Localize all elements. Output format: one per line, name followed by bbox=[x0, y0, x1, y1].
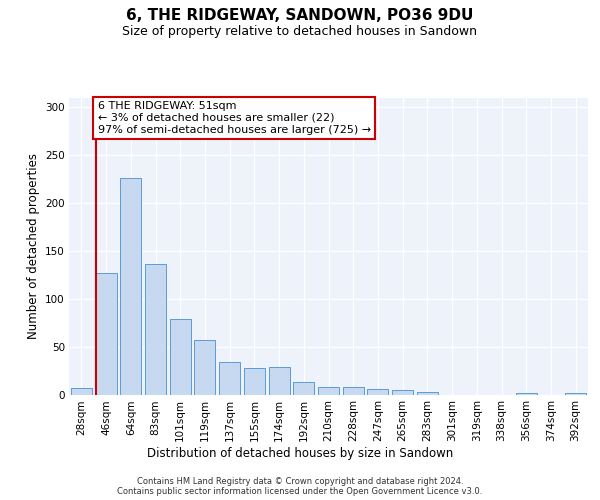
Bar bbox=[318, 388, 339, 395]
Bar bbox=[565, 393, 586, 395]
Bar bbox=[417, 392, 438, 395]
Text: 6 THE RIDGEWAY: 51sqm
← 3% of detached houses are smaller (22)
97% of semi-detac: 6 THE RIDGEWAY: 51sqm ← 3% of detached h… bbox=[98, 102, 371, 134]
Bar bbox=[343, 388, 364, 395]
Text: Contains HM Land Registry data © Crown copyright and database right 2024.
Contai: Contains HM Land Registry data © Crown c… bbox=[118, 476, 482, 496]
Bar bbox=[120, 178, 141, 395]
Bar bbox=[170, 319, 191, 395]
Bar bbox=[219, 362, 240, 395]
Bar bbox=[269, 367, 290, 395]
Bar bbox=[95, 273, 116, 395]
Text: Distribution of detached houses by size in Sandown: Distribution of detached houses by size … bbox=[147, 448, 453, 460]
Text: Size of property relative to detached houses in Sandown: Size of property relative to detached ho… bbox=[122, 25, 478, 38]
Bar bbox=[367, 389, 388, 395]
Bar bbox=[145, 264, 166, 395]
Bar bbox=[516, 393, 537, 395]
Bar bbox=[293, 382, 314, 395]
Text: 6, THE RIDGEWAY, SANDOWN, PO36 9DU: 6, THE RIDGEWAY, SANDOWN, PO36 9DU bbox=[127, 8, 473, 22]
Bar bbox=[194, 340, 215, 395]
Bar bbox=[244, 368, 265, 395]
Y-axis label: Number of detached properties: Number of detached properties bbox=[26, 153, 40, 340]
Bar bbox=[392, 390, 413, 395]
Bar bbox=[71, 388, 92, 395]
